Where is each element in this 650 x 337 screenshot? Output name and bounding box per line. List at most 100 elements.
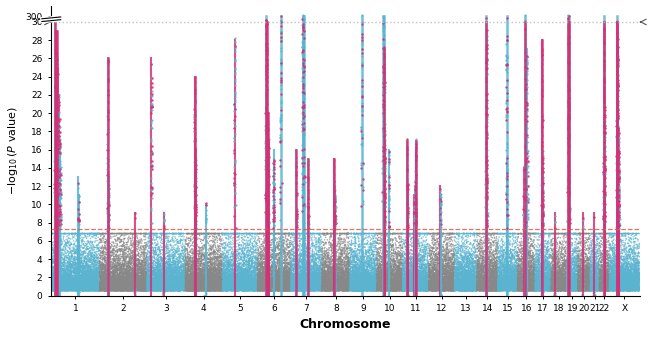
Point: [233, 265, 244, 270]
Point: [269, 196, 280, 202]
Point: [352, 247, 363, 252]
Point: [191, 234, 202, 239]
Point: [395, 284, 405, 290]
Point: [79, 281, 89, 286]
Point: [404, 257, 414, 262]
Point: [482, 284, 493, 290]
Point: [75, 279, 85, 284]
Point: [208, 262, 218, 267]
Point: [557, 248, 567, 253]
Point: [86, 240, 96, 245]
Point: [207, 280, 217, 285]
Point: [260, 287, 270, 293]
Point: [428, 281, 438, 286]
Point: [365, 287, 375, 293]
Point: [190, 284, 201, 290]
Point: [607, 260, 618, 266]
Point: [610, 278, 621, 283]
Point: [118, 288, 129, 294]
Point: [578, 279, 589, 285]
Point: [109, 256, 120, 262]
Point: [349, 285, 359, 290]
Point: [140, 284, 151, 289]
Point: [493, 268, 504, 273]
Point: [303, 274, 313, 279]
Point: [260, 284, 270, 289]
Point: [514, 273, 525, 278]
Point: [242, 275, 253, 280]
Point: [151, 286, 162, 291]
Point: [562, 279, 572, 284]
Point: [379, 260, 389, 265]
Point: [317, 271, 327, 276]
Point: [423, 261, 434, 266]
Point: [493, 231, 503, 236]
Point: [389, 288, 400, 293]
Point: [279, 283, 289, 288]
Point: [151, 277, 162, 283]
Point: [304, 262, 315, 268]
Point: [58, 275, 68, 281]
Point: [202, 267, 212, 273]
Point: [522, 268, 532, 274]
Point: [539, 278, 549, 283]
Point: [389, 288, 399, 294]
Point: [398, 283, 408, 288]
Point: [131, 263, 142, 268]
Point: [503, 279, 514, 285]
Point: [224, 261, 234, 267]
Point: [566, 274, 577, 279]
Point: [162, 282, 173, 287]
Point: [162, 273, 172, 279]
Point: [71, 275, 81, 280]
Point: [510, 261, 520, 266]
Point: [79, 232, 90, 238]
Point: [243, 281, 254, 286]
Point: [415, 281, 425, 287]
Point: [237, 285, 247, 290]
Point: [556, 288, 567, 294]
Point: [327, 284, 337, 289]
Point: [502, 188, 513, 193]
Point: [228, 285, 239, 291]
Point: [158, 284, 168, 289]
Point: [306, 273, 316, 278]
Point: [484, 268, 495, 274]
Point: [124, 277, 134, 282]
Point: [461, 269, 471, 275]
Point: [92, 285, 103, 290]
Point: [510, 288, 521, 294]
Point: [119, 280, 129, 286]
Point: [89, 272, 99, 278]
Point: [138, 267, 148, 272]
Point: [91, 283, 101, 288]
Point: [614, 286, 624, 291]
Point: [106, 263, 116, 268]
Point: [46, 283, 57, 289]
Point: [517, 243, 528, 248]
Point: [140, 250, 150, 255]
Point: [506, 287, 516, 293]
Point: [367, 257, 377, 263]
Point: [264, 248, 274, 253]
Point: [172, 259, 183, 265]
Point: [386, 279, 396, 284]
Point: [179, 266, 189, 271]
Point: [57, 275, 67, 281]
Point: [333, 285, 344, 290]
Point: [564, 279, 575, 284]
Point: [194, 277, 204, 282]
Point: [348, 268, 358, 274]
Point: [421, 281, 431, 287]
Point: [136, 272, 147, 277]
Point: [385, 279, 395, 284]
Point: [352, 273, 362, 279]
Point: [342, 272, 352, 278]
Point: [189, 244, 200, 249]
Point: [268, 288, 278, 293]
Point: [55, 286, 66, 292]
Point: [111, 282, 122, 287]
Point: [312, 278, 322, 283]
Point: [148, 237, 159, 243]
Point: [64, 262, 75, 267]
